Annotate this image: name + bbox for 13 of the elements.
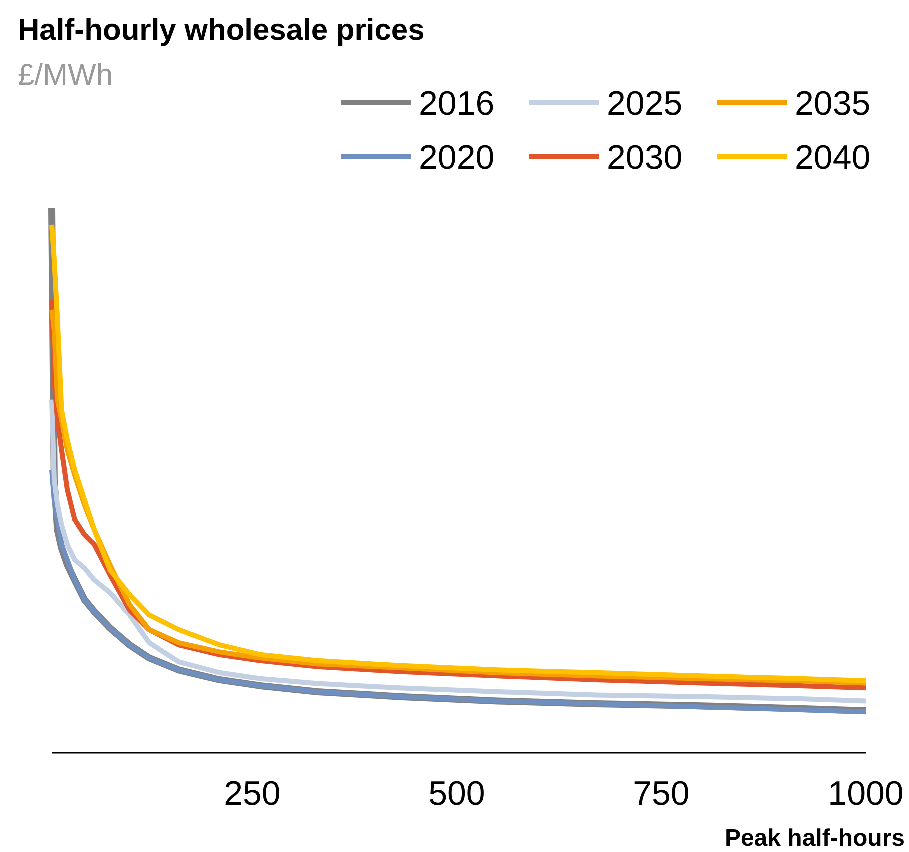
legend-label: 2016 <box>419 85 495 123</box>
x-tick-label: 1000 <box>828 775 904 813</box>
legend-label: 2020 <box>419 139 495 177</box>
legend-label: 2030 <box>607 139 683 177</box>
legend-label: 2040 <box>795 139 871 177</box>
x-tick-label: 750 <box>633 775 690 813</box>
x-tick-label: 250 <box>224 775 281 813</box>
chart-title: Half-hourly wholesale prices <box>18 14 425 47</box>
legend-label: 2025 <box>607 85 683 123</box>
x-tick-label: 500 <box>428 775 486 813</box>
y-axis-title: £/MWh <box>18 59 114 92</box>
legend-label: 2035 <box>795 85 871 123</box>
x-axis-title: Peak half-hours <box>724 825 905 852</box>
